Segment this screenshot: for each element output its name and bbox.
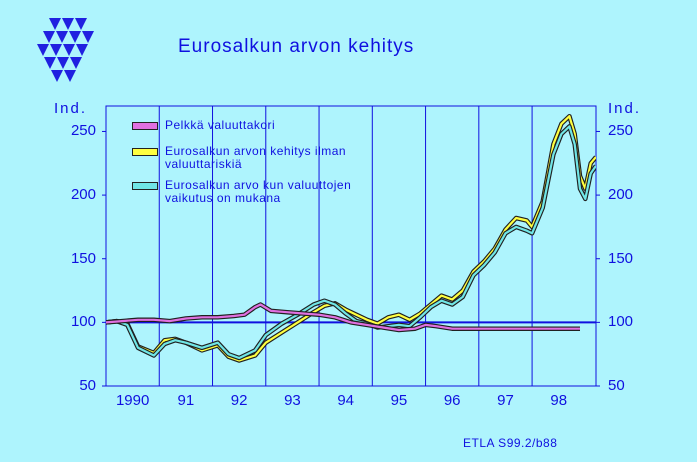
y-tick-label-right: 50	[608, 377, 625, 394]
y-tick-label-right: 150	[608, 249, 634, 267]
y-tick-label-right: 200	[608, 186, 634, 204]
etla-logo	[37, 18, 94, 82]
x-tick-label: 96	[443, 392, 461, 409]
plot-frame	[105, 105, 597, 387]
y-tick-label-left: 200	[70, 186, 96, 204]
x-tick-label: 93	[284, 392, 301, 409]
series-line-0	[106, 303, 580, 332]
source-note: ETLA S99.2/b88	[463, 436, 558, 450]
legend-label-with-fx: Eurosalkun arvo kun valuuttojen vaikutus…	[165, 179, 465, 205]
x-tick-label: 95	[390, 392, 408, 409]
x-tick-label: 98	[550, 392, 568, 409]
legend-label-with-fx-l1: Eurosalkun arvo kun valuuttojen	[165, 178, 352, 192]
legend-swatch-with-fx	[132, 182, 158, 190]
legend-swatch-basket	[132, 122, 158, 130]
y-tick-label-left: 50	[79, 377, 96, 394]
y-tick-label-right: 250	[608, 122, 634, 140]
legend-label-no-fx-l2: valuuttariskiä	[165, 157, 243, 171]
legend-swatch-no-fx	[132, 148, 158, 156]
y-tick-label-right: 100	[608, 313, 634, 331]
y-axis-unit-left: Ind.	[54, 100, 88, 117]
legend-label-with-fx-l2: vaikutus on mukana	[165, 191, 281, 205]
x-tick-label: 97	[497, 392, 514, 409]
y-tick-label-left: 150	[70, 249, 96, 267]
x-tick-label: 1990	[115, 392, 150, 409]
y-tick-label-left: 250	[70, 122, 96, 140]
x-tick-label: 91	[177, 392, 195, 409]
y-tick-label-left: 100	[70, 313, 96, 331]
legend-label-basket: Pelkkä valuuttakori	[165, 118, 276, 132]
legend-label-no-fx-l1: Eurosalkun arvon kehitys ilman	[165, 144, 347, 158]
chart-title: Eurosalkun arvon kehitys	[178, 36, 415, 57]
x-tick-label: 92	[230, 392, 248, 409]
x-tick-label: 94	[337, 392, 355, 409]
y-axis-unit-right: Ind.	[608, 100, 642, 117]
legend-label-no-fx: Eurosalkun arvon kehitys ilman valuuttar…	[165, 145, 465, 171]
